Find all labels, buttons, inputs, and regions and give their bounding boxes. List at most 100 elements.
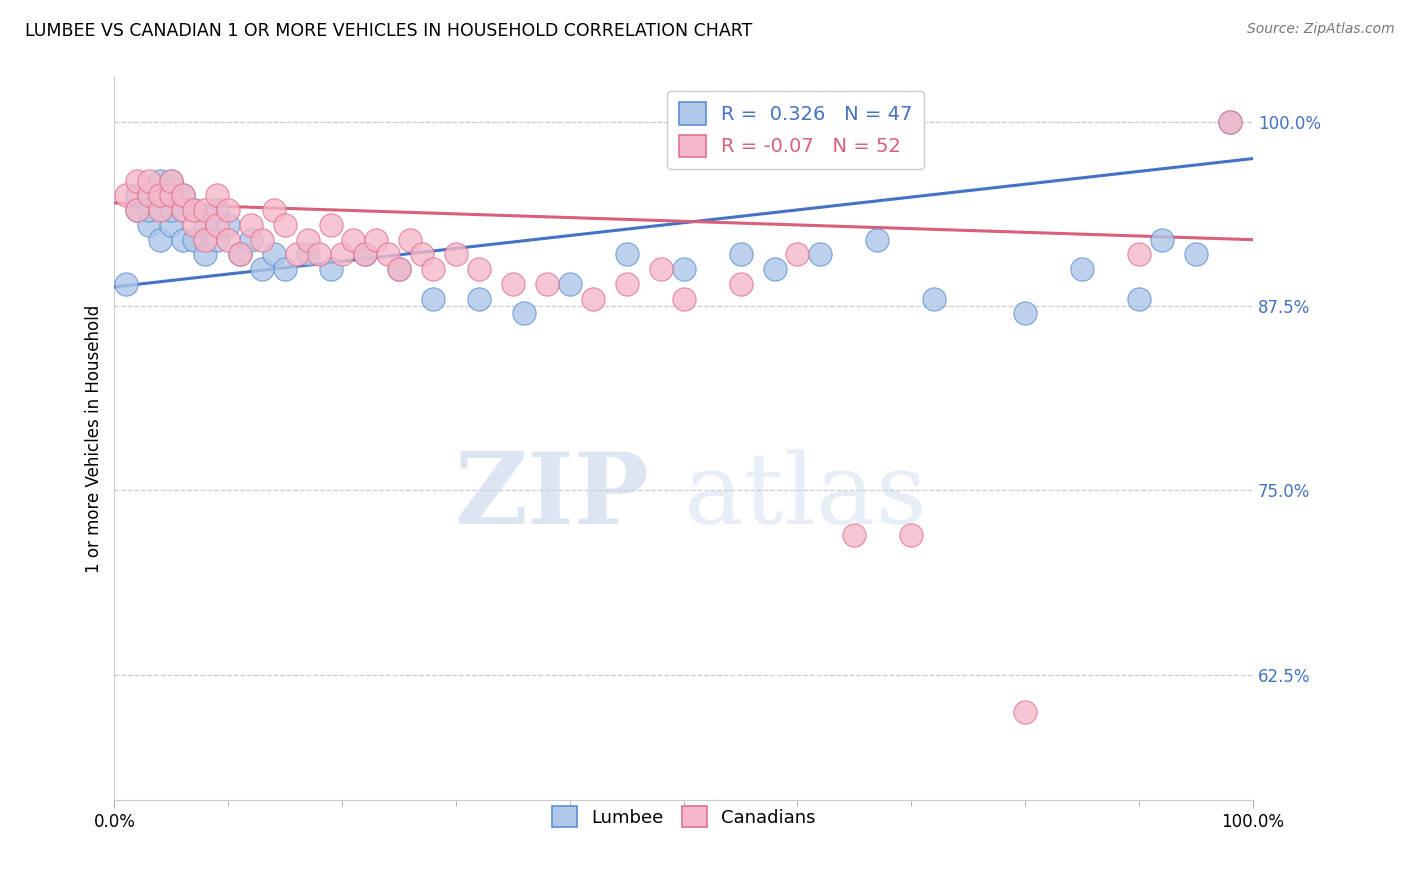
Point: [467, 262, 489, 277]
Point: [205, 203, 228, 218]
Text: atlas: atlas: [683, 449, 927, 544]
Point: [160, 174, 183, 188]
Point: [388, 262, 411, 277]
Point: [263, 247, 285, 261]
Point: [1219, 114, 1241, 128]
Point: [411, 247, 433, 261]
Point: [399, 233, 422, 247]
Point: [160, 188, 183, 202]
Point: [127, 188, 149, 202]
Point: [1185, 247, 1208, 261]
Point: [194, 247, 217, 261]
Point: [194, 233, 217, 247]
Point: [217, 218, 239, 232]
Point: [844, 527, 866, 541]
Point: [149, 174, 172, 188]
Point: [513, 306, 536, 320]
Point: [354, 247, 377, 261]
Point: [922, 292, 945, 306]
Point: [172, 203, 194, 218]
Point: [297, 247, 319, 261]
Point: [650, 262, 672, 277]
Point: [138, 203, 160, 218]
Point: [217, 203, 239, 218]
Point: [114, 188, 136, 202]
Point: [138, 218, 160, 232]
Point: [240, 218, 263, 232]
Legend: Lumbee, Canadians: Lumbee, Canadians: [544, 799, 823, 835]
Point: [252, 233, 274, 247]
Point: [127, 174, 149, 188]
Point: [228, 247, 250, 261]
Point: [205, 233, 228, 247]
Point: [127, 203, 149, 218]
Point: [342, 233, 364, 247]
Point: [149, 188, 172, 202]
Point: [366, 233, 388, 247]
Point: [274, 262, 297, 277]
Point: [330, 247, 353, 261]
Point: [354, 247, 377, 261]
Point: [138, 188, 160, 202]
Point: [672, 292, 695, 306]
Point: [319, 262, 342, 277]
Text: Source: ZipAtlas.com: Source: ZipAtlas.com: [1247, 22, 1395, 37]
Point: [388, 262, 411, 277]
Point: [194, 218, 217, 232]
Point: [217, 233, 239, 247]
Point: [183, 203, 205, 218]
Point: [866, 233, 889, 247]
Point: [149, 188, 172, 202]
Text: ZIP: ZIP: [454, 448, 650, 545]
Point: [160, 218, 183, 232]
Point: [228, 247, 250, 261]
Point: [808, 247, 831, 261]
Point: [172, 203, 194, 218]
Point: [1128, 292, 1150, 306]
Point: [502, 277, 524, 291]
Point: [1014, 705, 1036, 719]
Point: [422, 292, 444, 306]
Point: [616, 277, 638, 291]
Point: [536, 277, 558, 291]
Point: [127, 203, 149, 218]
Point: [205, 188, 228, 202]
Point: [900, 527, 922, 541]
Point: [149, 203, 172, 218]
Point: [444, 247, 467, 261]
Point: [240, 233, 263, 247]
Point: [138, 174, 160, 188]
Point: [377, 247, 399, 261]
Point: [274, 218, 297, 232]
Point: [183, 233, 205, 247]
Point: [1219, 114, 1241, 128]
Point: [160, 174, 183, 188]
Point: [730, 277, 752, 291]
Point: [467, 292, 489, 306]
Point: [581, 292, 603, 306]
Point: [672, 262, 695, 277]
Y-axis label: 1 or more Vehicles in Household: 1 or more Vehicles in Household: [86, 305, 103, 573]
Point: [149, 233, 172, 247]
Point: [730, 247, 752, 261]
Point: [308, 247, 330, 261]
Point: [205, 218, 228, 232]
Point: [285, 247, 308, 261]
Point: [422, 262, 444, 277]
Point: [252, 262, 274, 277]
Text: LUMBEE VS CANADIAN 1 OR MORE VEHICLES IN HOUSEHOLD CORRELATION CHART: LUMBEE VS CANADIAN 1 OR MORE VEHICLES IN…: [25, 22, 752, 40]
Point: [263, 203, 285, 218]
Point: [319, 218, 342, 232]
Point: [1071, 262, 1094, 277]
Point: [194, 203, 217, 218]
Point: [172, 233, 194, 247]
Point: [763, 262, 786, 277]
Point: [558, 277, 581, 291]
Point: [160, 203, 183, 218]
Point: [616, 247, 638, 261]
Point: [786, 247, 808, 261]
Point: [114, 277, 136, 291]
Point: [1128, 247, 1150, 261]
Point: [1014, 306, 1036, 320]
Point: [183, 203, 205, 218]
